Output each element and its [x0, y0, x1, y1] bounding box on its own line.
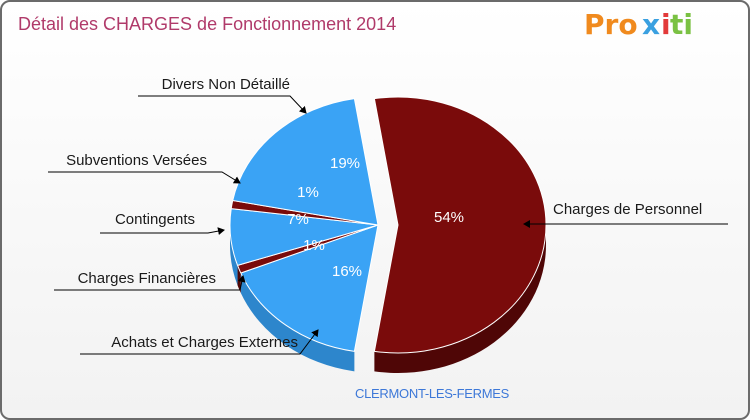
slice-label-3: Contingents — [115, 211, 195, 228]
leader-line-2 — [54, 275, 246, 291]
slice-label-0: Charges de Personnel — [553, 201, 702, 218]
svg-text:Pro: Pro — [584, 8, 638, 41]
pie-slice-0 — [373, 96, 547, 373]
proxiti-logo: Pro x i ti — [584, 8, 692, 41]
pie-slice-5 — [232, 98, 379, 226]
svg-text:i: i — [661, 8, 671, 41]
slice-percent-5: 19% — [330, 155, 360, 172]
slice-percent-0: 54% — [434, 209, 464, 226]
svg-text:ti: ti — [670, 8, 692, 41]
slice-label-2: Charges Financières — [78, 270, 216, 287]
leader-line-1 — [80, 329, 319, 355]
slice-percent-1: 16% — [332, 263, 362, 280]
slice-percent-2: 1% — [303, 237, 325, 254]
slice-percent-4: 1% — [297, 184, 319, 201]
slice-percent-3: 7% — [287, 211, 309, 228]
slice-label-4: Subventions Versées — [66, 152, 207, 169]
slice-label-1: Achats et Charges Externes — [111, 334, 298, 351]
chart-title: Détail des CHARGES de Fonctionnement 201… — [18, 14, 397, 34]
leader-line-4 — [48, 171, 241, 184]
slice-label-5: Divers Non Détaillé — [162, 76, 290, 93]
svg-text:x: x — [642, 8, 660, 41]
pie-slice-1 — [240, 224, 379, 372]
commune-name: CLERMONT-LES-FERMES — [355, 386, 509, 401]
leader-line-5 — [138, 95, 307, 114]
leader-line-3 — [100, 227, 225, 236]
